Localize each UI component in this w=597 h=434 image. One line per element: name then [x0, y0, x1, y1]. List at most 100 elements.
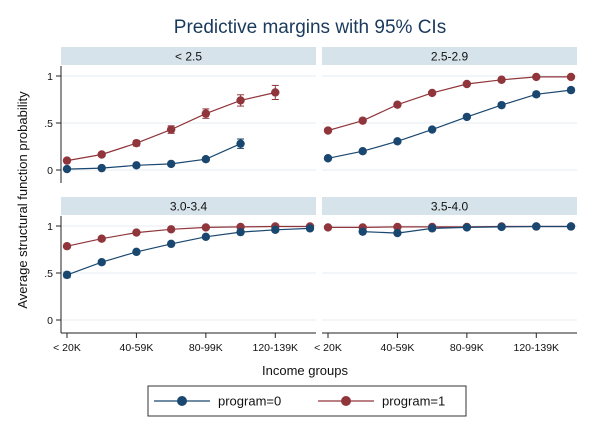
- panel-3-0-3-4: 3.0-3.4: [61, 197, 316, 333]
- plot-area: [322, 66, 577, 183]
- data-point: [132, 161, 141, 170]
- data-point: [62, 242, 72, 251]
- legend-marker-program-1: [341, 396, 351, 406]
- data-point: [323, 223, 333, 232]
- data-point: [566, 72, 576, 82]
- panel-strip-label: 3.0-3.4: [170, 200, 208, 214]
- x-tick-label: < 20K: [314, 342, 342, 354]
- data-point: [462, 112, 472, 122]
- data-point: [201, 154, 211, 164]
- series-program-1: [62, 222, 315, 251]
- series-program-1: [323, 72, 576, 135]
- data-point: [305, 224, 315, 233]
- series-program-0: [323, 85, 576, 163]
- series-line: [66, 143, 241, 170]
- data-point: [166, 225, 176, 234]
- legend-box: [147, 385, 467, 417]
- panel-strip-label: 3.5-4.0: [431, 200, 469, 214]
- x-tick-label: 80-99K: [450, 342, 484, 354]
- y-tick-label: 0: [47, 165, 53, 177]
- chart-title: Predictive margins with 95% CIs: [174, 17, 446, 38]
- data-point: [323, 126, 333, 135]
- x-tick-label: 40-59K: [119, 342, 153, 354]
- y-tick-label: 1: [47, 71, 53, 83]
- plot-area: [322, 216, 577, 333]
- panel-strip-label: 2.5-2.9: [431, 50, 469, 64]
- data-point: [201, 109, 211, 118]
- data-point: [358, 147, 367, 156]
- data-point: [166, 125, 176, 134]
- data-point: [236, 227, 245, 237]
- data-point: [497, 75, 506, 84]
- panel-2-5-2-9: 2.5-2.9: [322, 47, 577, 183]
- data-point: [97, 257, 106, 267]
- legend-label-program-0: program=0: [218, 394, 281, 409]
- data-point: [201, 223, 211, 232]
- data-point: [166, 159, 176, 169]
- panel-strip-label: < 2.5: [175, 50, 202, 64]
- panel-strip: [61, 47, 316, 65]
- data-point: [323, 154, 333, 163]
- panel-strip: [322, 197, 577, 215]
- data-point: [271, 88, 280, 97]
- x-tick-label: 120-139K: [253, 342, 299, 354]
- data-point: [271, 225, 280, 234]
- data-point: [62, 156, 72, 165]
- series-line: [327, 89, 572, 159]
- data-point: [393, 137, 402, 146]
- x-tick-label: 120-139K: [514, 342, 560, 354]
- y-tick-label: .5: [44, 118, 53, 130]
- legend-marker-program-0: [177, 396, 187, 406]
- data-point: [132, 247, 141, 257]
- legend-label-program-1: program=1: [382, 394, 445, 409]
- data-point: [497, 222, 506, 232]
- data-point: [427, 88, 437, 98]
- data-point: [97, 234, 106, 243]
- data-point: [236, 139, 245, 148]
- series-line: [66, 227, 311, 276]
- panel-strip: [322, 47, 577, 65]
- series-line: [66, 225, 310, 247]
- x-axis-title: Income groups: [262, 363, 348, 378]
- x-tick-label: 80-99K: [189, 342, 223, 354]
- data-point: [62, 270, 72, 280]
- data-point: [358, 116, 367, 125]
- data-point: [97, 150, 106, 159]
- y-tick-label: 0: [47, 315, 53, 327]
- x-tick-label: 40-59K: [380, 342, 414, 354]
- data-point: [532, 90, 541, 99]
- data-point: [393, 222, 402, 232]
- data-point: [566, 222, 576, 231]
- data-point: [427, 224, 437, 233]
- data-point: [236, 96, 245, 105]
- data-point: [166, 239, 176, 249]
- data-point: [393, 100, 402, 109]
- data-point: [532, 72, 541, 82]
- series-program-1: [62, 84, 280, 165]
- y-axes: 0 .5 1 0 .5 1: [44, 66, 62, 333]
- plot-area: [61, 216, 316, 333]
- panel-strip: [61, 197, 316, 215]
- panel-3-5-4-0: 3.5-4.0: [322, 197, 577, 333]
- y-tick-label: .5: [44, 268, 53, 280]
- legend: program=0 program=1: [147, 385, 467, 417]
- panels: < 2.5 2.5-2.9 3.0-3.4 3.5-4.0: [61, 47, 577, 333]
- y-axis-title: Average structural function probability: [15, 91, 30, 309]
- data-point: [358, 227, 367, 236]
- data-point: [497, 100, 506, 110]
- series-program-0: [62, 138, 245, 174]
- data-point: [462, 79, 472, 89]
- series-program-0: [358, 222, 576, 238]
- data-point: [566, 85, 576, 95]
- data-point: [132, 228, 141, 237]
- x-tick-label: < 20K: [53, 342, 81, 354]
- data-point: [201, 232, 211, 242]
- data-point: [462, 223, 472, 232]
- y-tick-label: 1: [47, 221, 53, 233]
- data-point: [132, 139, 141, 148]
- data-point: [532, 222, 541, 231]
- data-point: [427, 125, 437, 134]
- data-point: [393, 228, 402, 238]
- data-point: [97, 163, 106, 173]
